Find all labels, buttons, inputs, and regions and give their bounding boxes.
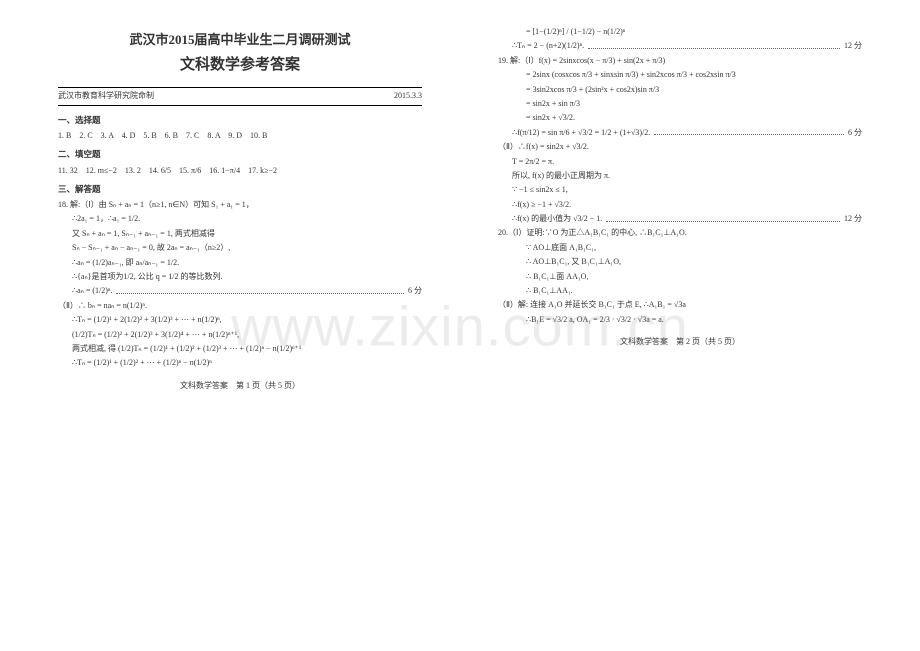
q20-head: 20.（Ⅰ）证明:∵O 为正△A₁B₁C₁ 的中心, ∴B₁C₁⊥A₁O. [498, 227, 862, 239]
dots [654, 130, 844, 135]
q19-l2: = 3sin2xcos π/3 + (2sin²x + cos2x)sin π/… [526, 84, 862, 96]
q19-pts2: 12 分 [844, 213, 862, 225]
q18-l6-line: ∴aₙ = (1/2)ⁿ. 6 分 [72, 285, 422, 297]
q18-part2: （Ⅱ）∴ bₙ = naₙ = n(1/2)ⁿ. [58, 300, 422, 312]
q18-head: 18. 解:（Ⅰ）由 Sₙ + aₙ = 1（n≥1, n∈N）可知 S₁ + … [58, 199, 422, 211]
q18c-l2-line: ∴Tₙ = 2 − (n+2)(1/2)ⁿ. 12 分 [512, 40, 862, 52]
footer-p2: 文科数学答案 第 2 页（共 5 页） [498, 336, 862, 348]
q20-l3: ∴ B₁C₁⊥面 AA₁O, [526, 271, 862, 283]
fill-answers: 11. 32 12. m≤−2 13. 2 14. 6/5 15. π/6 16… [58, 165, 422, 177]
q18-l2: 又 Sₙ + aₙ = 1, Sₙ₋₁ + aₙ₋₁ = 1, 两式相减得 [72, 228, 422, 240]
page-left: 武汉市2015届高中毕业生二月调研测试 文科数学参考答案 武汉市教育科学研究院命… [40, 10, 440, 640]
q19-l10-line: ∴f(x) 的最小值为 √3/2 − 1. 12 分 [512, 213, 862, 225]
q19-l3: = sin2x + sin π/3 [526, 98, 862, 110]
section-solutions: 三、解答题 [58, 183, 422, 196]
q19-l8: ∵ −1 ≤ sin2x ≤ 1, [512, 184, 862, 196]
q18-l1: ∴2a₁ = 1，∴a₁ = 1/2. [72, 213, 422, 225]
date: 2015.3.3 [394, 90, 422, 102]
footer-p1: 文科数学答案 第 1 页（共 5 页） [58, 380, 422, 392]
q18c-l2: ∴Tₙ = 2 − (n+2)(1/2)ⁿ. [512, 40, 584, 52]
dots [606, 217, 840, 222]
q19-pts1: 6 分 [848, 127, 862, 139]
q18-l9: 两式相减, 得 (1/2)Tₙ = (1/2)¹ + (1/2)² + (1/2… [72, 343, 422, 355]
q20-l5: ∴B₁E = √3/2 a, OA₁ = 2/3 · √3/2 · √3a = … [526, 314, 862, 326]
q18-l8: (1/2)Tₙ = (1/2)² + 2(1/2)³ + 3(1/2)⁴ + ⋯… [72, 329, 422, 341]
q19-l6: T = 2π/2 = π. [512, 156, 862, 168]
section-mc: 一、选择题 [58, 114, 422, 127]
q18-l10: ∴Tₙ = (1/2)¹ + (1/2)² + ⋯ + (1/2)ⁿ − n(1… [72, 357, 422, 369]
q18-l3: Sₙ − Sₙ₋₁ + aₙ − aₙ₋₁ = 0, 故 2aₙ = aₙ₋₁（… [72, 242, 422, 254]
q20-l4: ∴ B₁C₁⊥AA₁. [526, 285, 862, 297]
q19-l4: = sin2x + √3/2. [526, 112, 862, 124]
section-fill: 二、填空题 [58, 148, 422, 161]
meta-bar: 武汉市教育科学研究院命制 2015.3.3 [58, 87, 422, 105]
q18-l6: ∴aₙ = (1/2)ⁿ. [72, 285, 112, 297]
dots [116, 289, 404, 294]
q20-l1: ∵ AO⊥底面 A₁B₁C₁, [526, 242, 862, 254]
dots [588, 44, 840, 49]
answer-title: 文科数学参考答案 [58, 54, 422, 77]
org: 武汉市教育科学研究院命制 [58, 90, 154, 102]
exam-title: 武汉市2015届高中毕业生二月调研测试 [58, 30, 422, 50]
q19-part2: （Ⅱ）∴f(x) = sin2x + √3/2. [498, 141, 862, 153]
q19-l7: 所以, f(x) 的最小正周期为 π. [512, 170, 862, 182]
q18-l5: ∴{aₙ}是首项为1/2, 公比 q = 1/2 的等比数列. [72, 271, 422, 283]
q18-pts1: 6 分 [408, 285, 422, 297]
q19-l9: ∴f(x) ≥ −1 + √3/2. [512, 199, 862, 211]
q18c-l1: = [1−(1/2)ⁿ] / (1−1/2) − n(1/2)ⁿ [526, 26, 862, 38]
q19-l5: ∴f(π/12) = sin π/6 + √3/2 = 1/2 + (1+√3)… [512, 127, 650, 139]
q19-l10: ∴f(x) 的最小值为 √3/2 − 1. [512, 213, 602, 225]
q18-l4: ∴aₙ = (1/2)aₙ₋₁, 即 aₙ/aₙ₋₁ = 1/2. [72, 257, 422, 269]
q18c-pts: 12 分 [844, 40, 862, 52]
q19-l5-line: ∴f(π/12) = sin π/6 + √3/2 = 1/2 + (1+√3)… [512, 127, 862, 139]
q19-head: 19. 解:（Ⅰ）f(x) = 2sinxcos(x − π/3) + sin(… [498, 55, 862, 67]
q20-part2: （Ⅱ）解: 连接 A₁O 并延长交 B₁C₁ 于点 E, ∴A₁B₁ = √3a [498, 299, 862, 311]
page-right: = [1−(1/2)ⁿ] / (1−1/2) − n(1/2)ⁿ ∴Tₙ = 2… [480, 10, 880, 640]
q19-l1: = 2sinx (cosxcos π/3 + sinxsin π/3) + si… [526, 69, 862, 81]
q20-l2: ∴ AO⊥B₁C₁, 又 B₁C₁⊥A₁O, [526, 256, 862, 268]
q18-l7: ∴Tₙ = (1/2)¹ + 2(1/2)² + 3(1/2)³ + ⋯ + n… [72, 314, 422, 326]
mc-answers: 1. B 2. C 3. A 4. D 5. B 6. B 7. C 8. A … [58, 130, 422, 142]
